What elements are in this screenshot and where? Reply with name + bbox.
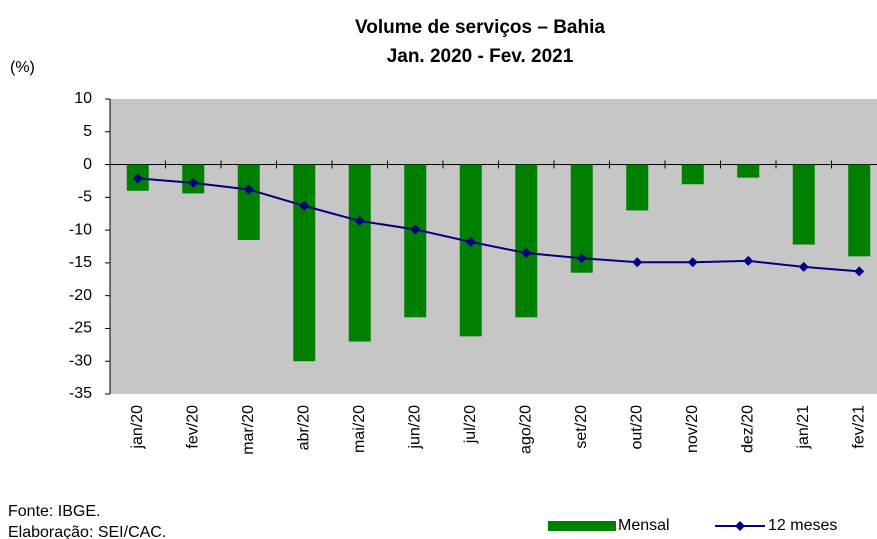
line-marker: [354, 215, 365, 226]
y-tick-label: -10: [69, 221, 92, 238]
bar: [626, 164, 649, 211]
line-marker: [687, 257, 698, 268]
y-tick-label: 10: [74, 90, 92, 107]
chart-title: Volume de serviços – Bahia: [355, 17, 605, 38]
y-tick-label: -20: [69, 287, 92, 304]
legend-swatch: [548, 521, 616, 531]
line-marker: [521, 248, 532, 259]
line-marker: [798, 261, 809, 272]
line-marker: [299, 200, 310, 211]
legend-label: Mensal: [618, 517, 670, 534]
line-marker: [243, 184, 254, 195]
bar: [570, 164, 593, 273]
line-marker: [854, 266, 865, 277]
x-tick-label: fev/21: [850, 405, 867, 449]
x-tick-label: abr/20: [295, 405, 312, 450]
x-tick-label: nov/20: [684, 405, 701, 453]
x-tick-label: jan/20: [129, 405, 146, 450]
chart-subtitle: Jan. 2020 - Fev. 2021: [387, 46, 574, 67]
bar: [404, 164, 427, 318]
y-axis-label: (%): [10, 59, 35, 76]
line-marker: [132, 173, 143, 184]
y-tick-label: -30: [69, 352, 92, 369]
line-marker: [410, 224, 421, 235]
y-tick-label: 5: [83, 123, 92, 140]
line-marker: [188, 177, 199, 188]
x-tick-label: mar/20: [240, 405, 257, 455]
y-tick-label: -5: [78, 189, 92, 206]
x-tick-label: dez/20: [739, 405, 756, 453]
bar: [237, 164, 260, 240]
x-tick-label: ago/20: [517, 405, 534, 454]
x-tick-label: fev/20: [184, 405, 201, 449]
bar: [848, 164, 871, 257]
credit-note: Elaboração: SEI/CAC.: [8, 524, 166, 539]
y-tick-label: 0: [83, 156, 92, 173]
line-marker: [576, 253, 587, 264]
x-tick-label: jun/20: [406, 405, 423, 450]
x-tick-label: jul/20: [462, 405, 479, 444]
source-note: Fonte: IBGE.: [8, 503, 100, 520]
line-marker: [465, 236, 476, 247]
y-tick-label: -15: [69, 254, 92, 271]
bar: [293, 164, 316, 362]
legend-label: 12 meses: [768, 517, 837, 534]
y-tick-label: -35: [69, 385, 92, 402]
x-tick-label: mai/20: [351, 405, 368, 453]
x-tick-label: jan/21: [795, 405, 812, 450]
bar: [792, 164, 815, 245]
bar: [737, 164, 760, 178]
line-marker: [743, 255, 754, 266]
bar: [348, 164, 371, 342]
bar: [459, 164, 482, 337]
legend-marker: [735, 521, 745, 531]
line: [137, 177, 860, 273]
bar: [681, 164, 704, 185]
y-tick-label: -25: [69, 320, 92, 337]
x-tick-label: set/20: [573, 405, 590, 449]
bar: [515, 164, 538, 318]
x-tick-label: out/20: [628, 405, 645, 450]
line-marker: [632, 257, 643, 268]
